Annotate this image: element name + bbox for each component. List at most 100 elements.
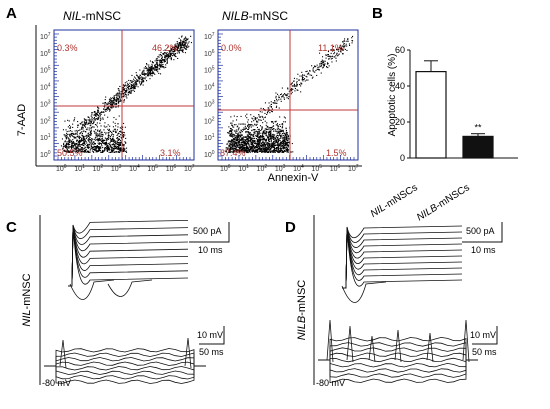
event-dot [263,145,265,147]
event-dot [115,103,117,105]
event-dot [95,132,97,134]
event-dot [174,44,176,46]
event-dot [73,147,75,149]
event-dot [101,131,103,133]
event-dot [106,132,108,134]
event-dot [240,130,242,132]
event-dot [186,38,188,40]
event-dot [333,45,335,47]
event-dot [273,143,275,145]
event-dot [272,136,274,138]
event-dot [230,141,232,143]
event-dot [119,148,121,150]
event-dot [168,53,170,55]
inward-current-trace [341,281,387,303]
event-dot [296,82,298,84]
event-dot [291,85,293,87]
event-dot [266,149,268,151]
event-dot [322,62,324,64]
event-dot [150,66,152,68]
event-dot [287,93,289,95]
event-dot [133,76,135,78]
event-dot [259,143,261,145]
event-dot [78,149,80,151]
event-dot [125,91,127,93]
event-dot [92,151,94,153]
event-dot [152,67,154,69]
event-dot [280,146,282,148]
event-dot [125,85,127,87]
event-dot [228,132,230,134]
panel-c-voltage-traces [44,337,206,384]
event-dot [259,116,261,118]
event-dot [107,146,109,148]
event-dot [240,139,242,141]
event-dot [160,53,162,55]
event-dot [322,56,324,58]
event-dot [262,147,264,149]
event-dot [285,135,287,137]
event-dot [178,52,180,54]
event-dot [253,120,255,122]
event-dot [115,130,117,132]
event-dot [238,134,240,136]
event-dot [123,144,125,146]
event-dot [119,144,121,146]
event-dot [283,151,285,153]
event-dot [136,80,138,82]
event-dot [270,127,272,129]
event-dot [279,124,281,126]
event-dot [242,137,244,139]
event-dot [146,67,148,69]
event-dot [173,59,175,61]
event-dot [282,132,284,134]
event-dot [132,83,134,85]
event-dot [77,139,79,141]
event-dot [74,133,76,135]
event-dot [152,72,154,74]
flow-plot-2-q-ll: 87.4% [220,148,246,158]
event-dot [188,45,190,47]
event-dot [81,138,83,140]
event-dot [84,149,86,151]
event-dot [94,124,96,126]
event-dot [273,149,275,151]
event-dot [84,143,86,145]
event-dot [66,141,68,143]
event-dot [110,139,112,141]
event-dot [83,141,85,143]
event-dot [113,101,115,103]
event-dot [293,77,295,79]
event-dot [79,141,81,143]
event-dot [161,65,163,67]
event-dot [91,150,93,152]
event-dot [231,146,233,148]
event-dot [320,66,322,68]
event-dot [112,150,114,152]
event-dot [164,60,166,62]
event-dot [265,134,267,136]
event-dot [95,112,97,114]
event-dot [280,145,282,147]
event-dot [296,84,298,86]
event-dot [155,58,157,60]
event-dot [81,139,83,141]
event-dot [247,149,249,151]
event-dot [101,145,103,147]
event-dot [272,102,274,104]
event-dot [292,85,294,87]
event-dot [118,133,120,135]
event-dot [281,150,283,152]
event-dot [260,144,262,146]
event-dot [282,137,284,139]
event-dot [251,148,253,150]
event-dot [284,135,286,137]
event-dot [272,151,274,153]
event-dot [232,143,234,145]
event-dot [97,139,99,141]
event-dot [270,136,272,138]
event-dot [343,46,345,48]
event-dot [348,43,350,45]
event-dot [171,49,173,51]
event-dot [232,148,234,150]
